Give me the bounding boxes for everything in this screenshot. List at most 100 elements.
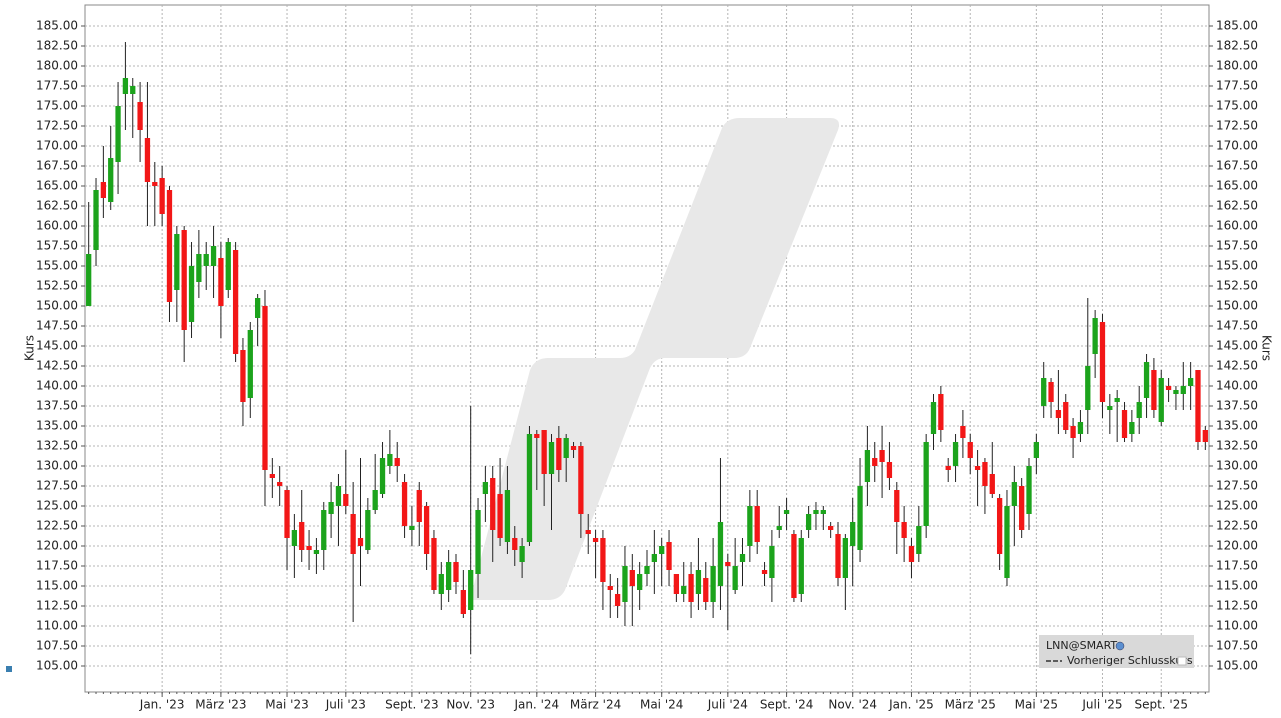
candle-body [578, 446, 584, 514]
y-tick-label: 167.50 [36, 159, 78, 173]
candle-body [974, 466, 981, 470]
candle-body [254, 298, 261, 318]
candle-body [886, 462, 893, 478]
y-tick-label: 135.00 [36, 419, 78, 433]
candle-body [93, 190, 99, 250]
candle-body [982, 462, 988, 486]
candle-body [556, 438, 562, 470]
legend-checkbox[interactable] [1177, 656, 1187, 666]
candle-body [210, 246, 217, 266]
candle-body [872, 458, 878, 466]
x-tick-label: Jan. '24 [513, 698, 559, 712]
x-tick-label: Mai '25 [1015, 698, 1058, 712]
y-tick-label: 112.50 [36, 599, 78, 613]
y2-tick-label: 112.50 [1216, 599, 1258, 613]
candle-body [850, 522, 856, 546]
candle-body [592, 538, 599, 542]
candle-body [423, 506, 430, 554]
x-tick-label: Mai '24 [640, 698, 683, 712]
candle-body [541, 430, 547, 474]
y2-tick-label: 132.50 [1216, 439, 1258, 453]
candle-body [798, 538, 804, 594]
candle-body [1136, 402, 1142, 418]
candle-body [232, 250, 239, 354]
y2-tick-label: 177.50 [1216, 79, 1258, 93]
candle-body [196, 254, 202, 282]
y-tick-label: 125.00 [36, 499, 78, 513]
candle-body [284, 490, 290, 538]
globe-icon[interactable] [1115, 641, 1125, 651]
candle-body [1077, 422, 1084, 434]
corner-icon[interactable] [6, 666, 12, 672]
y2-tick-label: 137.50 [1216, 399, 1258, 413]
candle-body [1063, 402, 1069, 430]
candle-body [453, 562, 459, 582]
candle-body [387, 454, 393, 466]
x-tick-label: Juli '23 [325, 698, 366, 712]
y-tick-label: 185.00 [36, 19, 78, 33]
candle-body [1114, 398, 1120, 402]
y2-tick-label: 162.50 [1216, 199, 1258, 213]
candle-body [688, 574, 694, 602]
candle-body [490, 478, 496, 530]
watermark [470, 118, 839, 600]
x-tick-label: Sept. '23 [385, 698, 439, 712]
candle-body [1195, 370, 1201, 442]
y-tick-label: 130.00 [36, 459, 78, 473]
candle-body [1129, 422, 1135, 434]
x-tick-label: März '25 [945, 698, 996, 712]
legend-box [1039, 635, 1194, 668]
candle-body [960, 426, 966, 438]
x-tick-label: Sept. '25 [1134, 698, 1188, 712]
x-tick-label: Jan. '25 [888, 698, 934, 712]
y2-tick-label: 170.00 [1216, 139, 1258, 153]
candle-body [1011, 482, 1017, 506]
candle-body [365, 510, 371, 550]
candle-body [519, 546, 525, 562]
candle-body [416, 490, 422, 522]
candle-body [526, 434, 533, 542]
x-tick-label: Juli '25 [1081, 698, 1122, 712]
candle-body [1143, 362, 1150, 398]
candle-body [166, 190, 173, 302]
x-tick-label: Mai '23 [265, 698, 308, 712]
candle-body [614, 594, 621, 606]
candle-body [1055, 410, 1062, 418]
candle-body [159, 178, 165, 214]
candles [86, 42, 1208, 654]
candle-body [482, 482, 489, 494]
candle-body [1041, 378, 1047, 406]
candle-body [269, 474, 275, 478]
y-tick-label: 152.50 [36, 279, 78, 293]
y2-tick-label: 175.00 [1216, 99, 1258, 113]
candle-body [864, 450, 871, 482]
candle-body [923, 442, 929, 526]
y-tick-label: 107.50 [36, 639, 78, 653]
candle-body [967, 442, 973, 458]
y2-tick-label: 127.50 [1216, 479, 1258, 493]
y2-tick-label: 105.00 [1216, 659, 1258, 673]
candle-body [637, 574, 643, 590]
y-tick-label: 150.00 [36, 299, 78, 313]
y2-tick-label: 125.00 [1216, 499, 1258, 513]
candle-body [438, 574, 444, 594]
candle-body [622, 566, 628, 602]
y-tick-label: 170.00 [36, 139, 78, 153]
y-tick-label: 177.50 [36, 79, 78, 93]
x-tick-label: Nov. '23 [446, 698, 495, 712]
candle-body [842, 538, 848, 578]
candle-body [879, 450, 885, 462]
candle-body [952, 442, 959, 466]
candle-body [122, 78, 129, 94]
y-tick-label: 127.50 [36, 479, 78, 493]
y2-tick-label: 155.00 [1216, 259, 1258, 273]
y-tick-label: 117.50 [36, 559, 78, 573]
y2-tick-label: 120.00 [1216, 539, 1258, 553]
x-tick-label: Nov. '24 [828, 698, 877, 712]
candle-body [372, 490, 378, 510]
y2-tick-label: 152.50 [1216, 279, 1258, 293]
candle-body [585, 530, 591, 534]
candle-body [504, 490, 511, 542]
y2-tick-label: 130.00 [1216, 459, 1258, 473]
